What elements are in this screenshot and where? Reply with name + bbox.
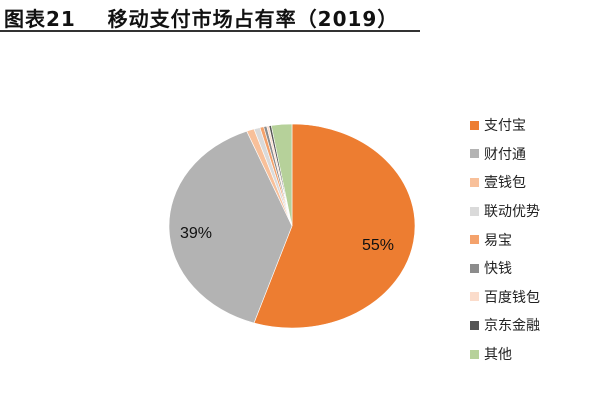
swatch-icon (470, 235, 479, 245)
legend-item-yeepay: 易宝 (470, 225, 540, 254)
pie-slice-1 (168, 130, 293, 324)
swatch-icon (470, 120, 479, 130)
swatch-icon (470, 177, 479, 187)
swatch-icon (470, 263, 479, 273)
legend-item-99bill: 快钱 (470, 254, 540, 283)
pie-slice-8 (270, 123, 293, 227)
swatch-icon (470, 149, 479, 159)
legend: 支付宝 财付通 壹钱包 联动优势 易宝 快钱 百度钱包 京东金融 其他 (470, 111, 540, 368)
swatch-icon (470, 349, 479, 359)
legend-item-umpay: 联动优势 (470, 197, 540, 226)
pie-slice-0 (253, 123, 416, 329)
chart-title: 图表21 移动支付市场占有率（2019） (4, 7, 399, 31)
swatch-icon (470, 292, 479, 302)
label-alipay: 55% (362, 237, 394, 254)
legend-item-yiqianbao: 壹钱包 (470, 168, 540, 197)
legend-item-alipay: 支付宝 (470, 111, 540, 140)
pie-slices (168, 123, 416, 329)
swatch-icon (470, 320, 479, 330)
label-tenpay: 39% (180, 225, 212, 242)
title-bar: 图表21 移动支付市场占有率（2019） (0, 0, 420, 32)
legend-item-baidu-wallet: 百度钱包 (470, 283, 540, 312)
swatch-icon (470, 206, 479, 216)
legend-item-jd-finance: 京东金融 (470, 311, 540, 340)
legend-item-other: 其他 (470, 340, 540, 369)
legend-item-tenpay: 财付通 (470, 140, 540, 169)
